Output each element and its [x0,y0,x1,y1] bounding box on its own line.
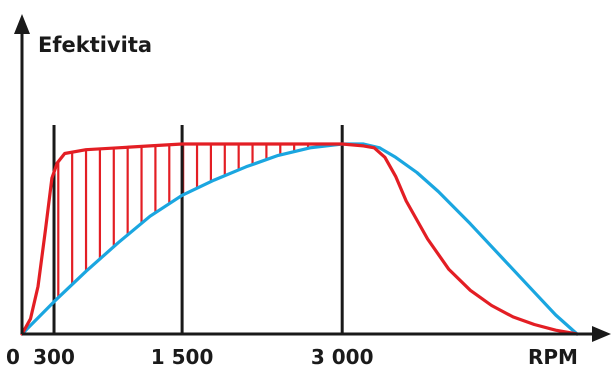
series-group [20,142,579,336]
axes [14,14,611,342]
x-tick-label: 3 000 [311,345,374,367]
x-tick-labels: 0 300 1 500 3 000 [6,345,374,367]
efficiency-gap-hatching [57,144,324,298]
x-axis-label: RPM [528,345,578,367]
y-axis-label: Efektivita [38,33,152,57]
y-axis-arrow [14,14,30,34]
x-tick-label: 0 [6,345,20,367]
series-line-red [20,142,579,336]
x-axis-arrow [592,326,611,342]
x-tick-label: 300 [33,345,75,367]
rpm-reference-lines [52,125,344,334]
x-tick-label: 1 500 [151,345,214,367]
